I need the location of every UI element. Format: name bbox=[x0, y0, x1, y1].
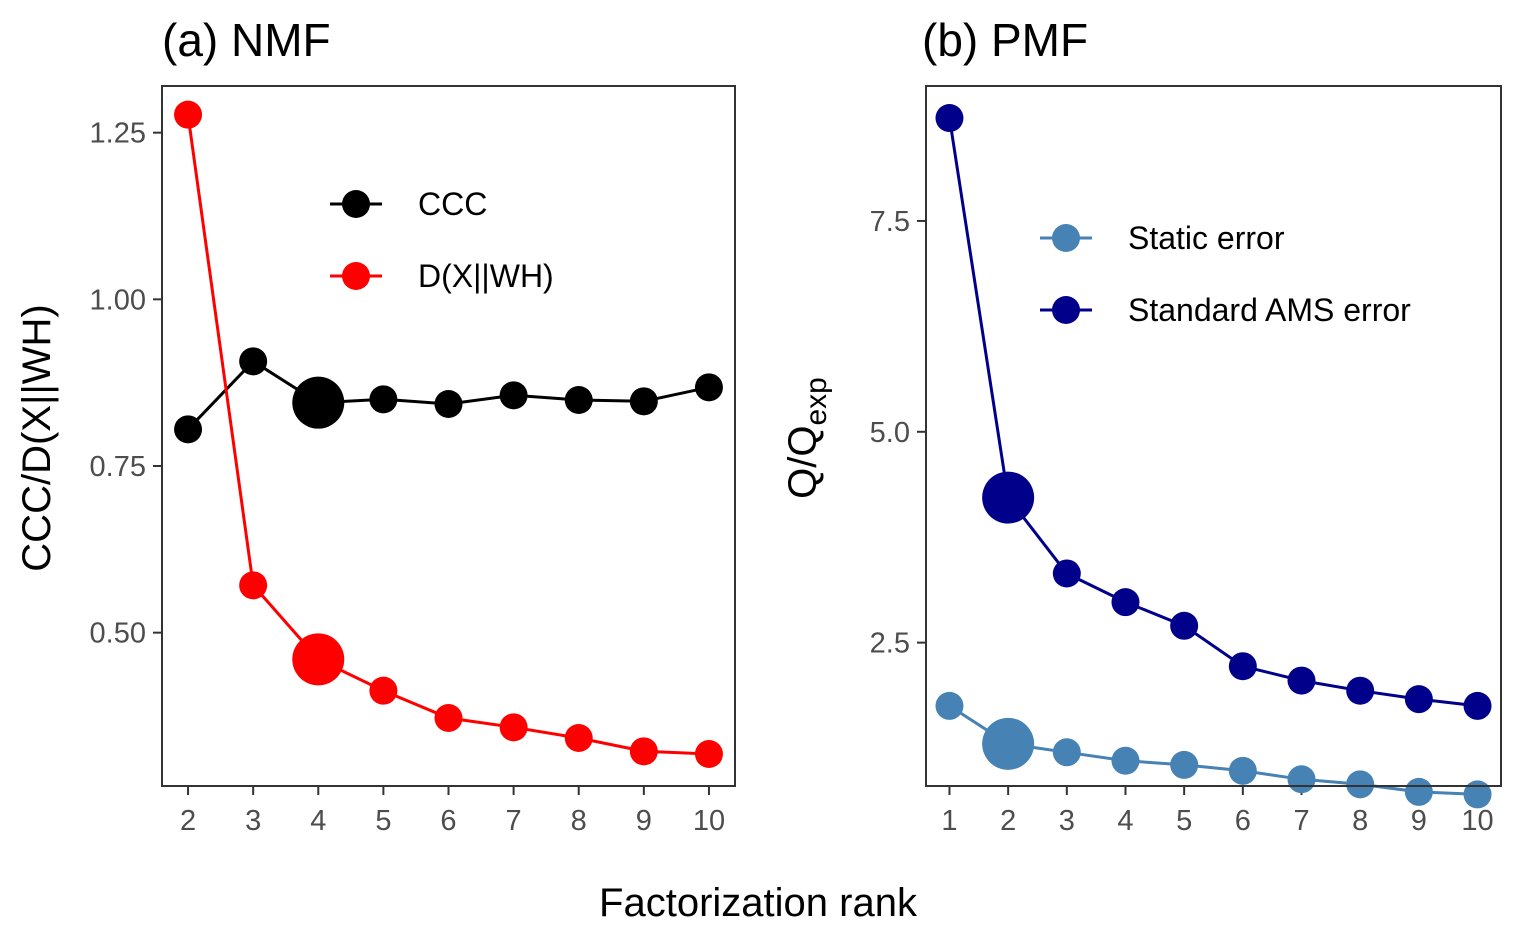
data-point bbox=[694, 740, 723, 768]
data-point bbox=[935, 691, 964, 720]
x-tick-label: 6 bbox=[440, 805, 456, 837]
data-point bbox=[434, 390, 463, 418]
x-tick-label: 9 bbox=[1411, 805, 1427, 837]
data-point bbox=[1111, 746, 1140, 775]
panel-nmf: (a) NMF CCC/D(X||WH) 2 3 4 5 6 7 8 9 10 0.50 0.75 1… bbox=[15, 14, 736, 837]
x-tick-label: 5 bbox=[375, 805, 391, 837]
data-point bbox=[1346, 770, 1375, 799]
panel-a-y-axis-title: CCC/D(X||WH) bbox=[15, 304, 59, 571]
data-point bbox=[629, 737, 658, 766]
x-tick-label: 2 bbox=[180, 805, 196, 837]
panel-b-ticks: 1 2 3 4 5 6 7 8 9 10 2.5 5.0 7.5 bbox=[870, 206, 1494, 837]
legend-label: CCC bbox=[418, 186, 487, 222]
data-point bbox=[1287, 666, 1316, 695]
data-point bbox=[1111, 588, 1140, 617]
panel-pmf: (b) PMF Q/Qexp 1 2 3 4 5 6 7 8 9 10 2.5 5.0 7.5 Stat… bbox=[781, 14, 1502, 837]
panel-b-y-axis-title-subscript: exp bbox=[800, 377, 833, 425]
legend-label: D(X||WH) bbox=[418, 258, 554, 294]
data-point bbox=[499, 713, 528, 742]
legend-key-marker bbox=[1052, 296, 1080, 324]
panel-a-frame bbox=[161, 85, 736, 787]
x-tick-label: 5 bbox=[1176, 805, 1192, 837]
panel-b-legend: Static error Standard AMS error bbox=[1040, 220, 1411, 328]
x-tick-label: 1 bbox=[941, 805, 957, 837]
x-tick-label: 2 bbox=[1000, 805, 1016, 837]
data-point bbox=[499, 381, 528, 410]
data-point bbox=[1170, 611, 1199, 640]
data-point bbox=[434, 704, 463, 732]
series-line bbox=[948, 117, 1478, 708]
y-tick-label: 0.50 bbox=[90, 618, 146, 650]
y-tick-label: 1.25 bbox=[90, 118, 146, 150]
data-point bbox=[629, 387, 658, 416]
legend-label: Standard AMS error bbox=[1128, 292, 1411, 328]
panel-b-y-axis-title: Q/Qexp bbox=[781, 377, 833, 499]
data-point bbox=[1463, 691, 1492, 720]
data-point bbox=[1404, 777, 1433, 806]
data-point bbox=[292, 376, 345, 429]
legend-label: Static error bbox=[1128, 220, 1285, 256]
data-point bbox=[1228, 652, 1257, 681]
data-point bbox=[239, 571, 268, 600]
panel-a-ticks: 2 3 4 5 6 7 8 9 10 0.50 0.75 1.00 1.25 bbox=[90, 118, 726, 837]
data-point bbox=[369, 676, 398, 705]
data-point bbox=[239, 347, 268, 376]
y-tick-label: 1.00 bbox=[90, 284, 146, 316]
y-tick-label: 2.5 bbox=[870, 628, 910, 660]
series-line bbox=[948, 704, 1478, 796]
panel-a-title: (a) NMF bbox=[162, 14, 331, 66]
panel-a-points bbox=[174, 100, 723, 768]
data-point bbox=[982, 717, 1035, 770]
data-point bbox=[1052, 559, 1081, 588]
data-point bbox=[292, 633, 345, 686]
y-tick-label: 0.75 bbox=[90, 451, 146, 483]
x-tick-label: 6 bbox=[1235, 805, 1251, 837]
panel-b-frame bbox=[925, 85, 1502, 787]
x-tick-label: 9 bbox=[636, 805, 652, 837]
y-tick-label: 7.5 bbox=[870, 206, 910, 238]
data-point bbox=[174, 415, 203, 444]
data-point bbox=[564, 724, 593, 752]
x-tick-label: 4 bbox=[1117, 805, 1133, 837]
data-point bbox=[1287, 765, 1316, 794]
panel-a-legend: CCC D(X||WH) bbox=[330, 186, 554, 294]
x-tick-label: 10 bbox=[1461, 805, 1493, 837]
x-tick-label: 10 bbox=[693, 805, 725, 837]
panel-b-title: (b) PMF bbox=[922, 14, 1088, 66]
x-tick-label: 7 bbox=[1293, 805, 1309, 837]
panel-b-points bbox=[935, 104, 1492, 809]
data-point bbox=[982, 471, 1035, 524]
x-tick-label: 8 bbox=[1352, 805, 1368, 837]
data-point bbox=[1404, 685, 1433, 714]
data-point bbox=[694, 373, 723, 402]
x-tick-label: 4 bbox=[310, 805, 326, 837]
data-point bbox=[369, 385, 398, 414]
data-point bbox=[1463, 780, 1492, 809]
data-point bbox=[1228, 756, 1257, 785]
data-point bbox=[1052, 738, 1081, 767]
legend-key-marker bbox=[342, 262, 370, 290]
data-point bbox=[935, 104, 964, 133]
data-point bbox=[1170, 750, 1199, 779]
legend-key-marker bbox=[1052, 224, 1080, 252]
x-tick-label: 7 bbox=[506, 805, 522, 837]
x-tick-label: 3 bbox=[245, 805, 261, 837]
x-tick-label: 8 bbox=[571, 805, 587, 837]
x-tick-label: 3 bbox=[1059, 805, 1075, 837]
data-point bbox=[564, 386, 593, 414]
panel-b-series-lines bbox=[948, 117, 1478, 796]
data-point bbox=[174, 100, 203, 129]
y-tick-label: 5.0 bbox=[870, 417, 910, 449]
x-axis-title: Factorization rank bbox=[599, 881, 918, 925]
data-point bbox=[1346, 676, 1375, 705]
panel-b-y-axis-title-main: Q/Q bbox=[781, 426, 825, 499]
legend-key-marker bbox=[342, 190, 370, 218]
